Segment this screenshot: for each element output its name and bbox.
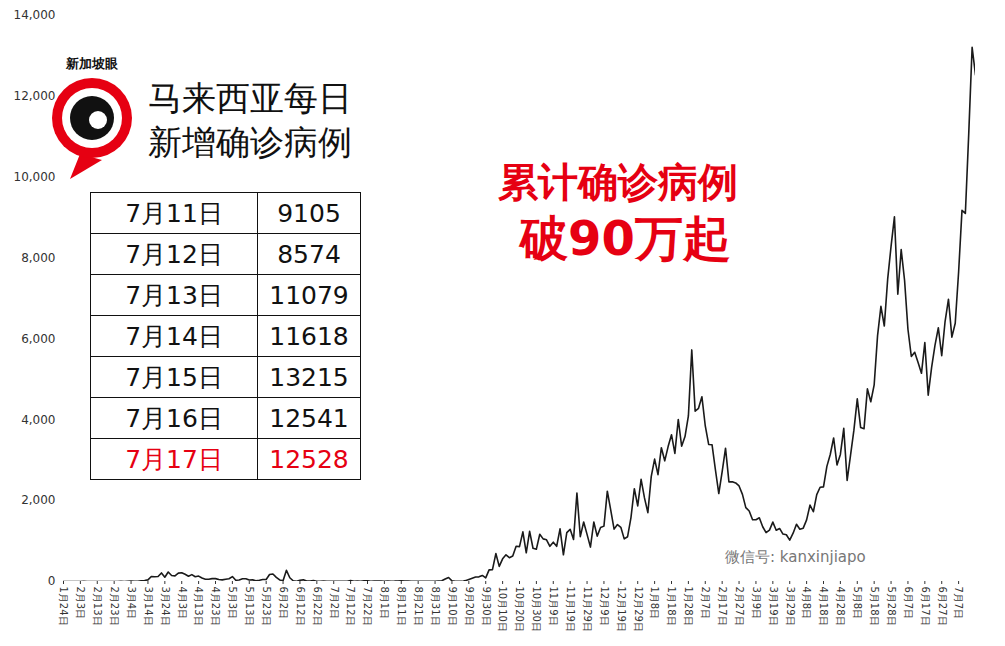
html-text:12541: 12541 — [269, 403, 349, 433]
html-text:11079: 11079 — [269, 280, 349, 310]
svg-text:2,000: 2,000 — [21, 493, 55, 507]
svg-text:4月13日: 4月13日 — [193, 587, 204, 626]
svg-text:3月14日: 3月14日 — [143, 587, 154, 626]
html-text:7月11日: 7月11日 — [125, 198, 223, 228]
svg-text:1月18日: 1月18日 — [666, 587, 677, 626]
svg-text:5月13日: 5月13日 — [244, 587, 255, 626]
svg-text:12月29日: 12月29日 — [633, 587, 644, 632]
svg-text:3月19日: 3月19日 — [768, 587, 779, 626]
svg-text:4月28日: 4月28日 — [835, 587, 846, 626]
svg-text:8,000: 8,000 — [21, 251, 55, 265]
svg-text:新加坡眼: 新加坡眼 — [65, 56, 119, 71]
svg-text:3月24日: 3月24日 — [160, 587, 171, 626]
svg-text:10,000: 10,000 — [14, 170, 56, 184]
svg-text:4月18日: 4月18日 — [818, 587, 829, 626]
svg-text:4月3日: 4月3日 — [177, 587, 188, 620]
html-text:11618: 11618 — [269, 321, 349, 351]
svg-text:4月8日: 4月8日 — [801, 587, 812, 620]
svg-text:7月12日: 7月12日 — [345, 587, 356, 626]
svg-text:3月29日: 3月29日 — [785, 587, 796, 626]
svg-text:2月27日: 2月27日 — [734, 587, 745, 626]
svg-text:8月21日: 8月21日 — [413, 587, 424, 626]
svg-text:2月7日: 2月7日 — [700, 587, 711, 620]
svg-text:9月30日: 9月30日 — [481, 587, 492, 626]
svg-text:11月9日: 11月9日 — [548, 587, 559, 626]
svg-text:8月11日: 8月11日 — [396, 587, 407, 626]
html-text:7月15日: 7月15日 — [125, 362, 223, 392]
svg-text:9月10日: 9月10日 — [447, 587, 458, 626]
svg-text:10月20日: 10月20日 — [514, 587, 525, 632]
svg-text:6月22日: 6月22日 — [312, 587, 323, 626]
html-text:8574: 8574 — [277, 239, 341, 269]
html-text:7月14日: 7月14日 — [125, 321, 223, 351]
svg-text:5月18日: 5月18日 — [869, 587, 880, 626]
svg-text:3月4日: 3月4日 — [126, 587, 137, 620]
html-text:7月17日: 7月17日 — [125, 444, 223, 474]
svg-text:6月12日: 6月12日 — [295, 587, 306, 626]
svg-text:10月10日: 10月10日 — [497, 587, 508, 632]
svg-text:7月22日: 7月22日 — [362, 587, 373, 626]
svg-text:5月23日: 5月23日 — [261, 587, 272, 626]
svg-text:4,000: 4,000 — [21, 413, 55, 427]
svg-text:5月28日: 5月28日 — [886, 587, 897, 626]
svg-text:2月17日: 2月17日 — [717, 587, 728, 626]
svg-text:5月3日: 5月3日 — [227, 587, 238, 620]
svg-text:12月19日: 12月19日 — [616, 587, 627, 632]
svg-text:9月20日: 9月20日 — [464, 587, 475, 626]
svg-text:7月7日: 7月7日 — [953, 587, 964, 620]
html-text:累计确诊病例: 累计确诊病例 — [498, 159, 738, 205]
svg-text:5月8日: 5月8日 — [852, 587, 863, 620]
svg-text:14,000: 14,000 — [14, 8, 56, 22]
svg-text:2月13日: 2月13日 — [92, 587, 103, 626]
svg-text:1月28日: 1月28日 — [683, 587, 694, 626]
svg-text:6月7日: 6月7日 — [903, 587, 914, 620]
html-text:12528: 12528 — [269, 444, 349, 474]
svg-text:11月19日: 11月19日 — [565, 587, 576, 632]
svg-text:12,000: 12,000 — [14, 89, 56, 103]
svg-text:3月9日: 3月9日 — [751, 587, 762, 620]
svg-text:6月27日: 6月27日 — [937, 587, 948, 626]
svg-text:0: 0 — [48, 574, 56, 588]
svg-text:6月2日: 6月2日 — [278, 587, 289, 620]
svg-text:11月29日: 11月29日 — [582, 587, 593, 632]
html-text:9105: 9105 — [277, 198, 341, 228]
svg-text:6,000: 6,000 — [21, 332, 55, 346]
svg-text:2月3日: 2月3日 — [75, 587, 86, 620]
html-text:破90万起: 破90万起 — [520, 210, 731, 266]
html-text:7月16日: 7月16日 — [125, 403, 223, 433]
svg-text:7月2日: 7月2日 — [329, 587, 340, 620]
html-text:微信号: kanxinjiapo: 微信号: kanxinjiapo — [725, 548, 866, 566]
svg-text:12月9日: 12月9日 — [599, 587, 610, 626]
html-text:马来西亚每日新增确诊病例: 马来西亚每日新增确诊病例 — [148, 78, 352, 162]
html-text:13215: 13215 — [269, 362, 349, 392]
svg-text:6月17日: 6月17日 — [920, 587, 931, 626]
svg-text:1月8日: 1月8日 — [649, 587, 660, 620]
html-text:7月13日: 7月13日 — [125, 280, 223, 310]
svg-text:4月23日: 4月23日 — [210, 587, 221, 626]
svg-text:10月30日: 10月30日 — [531, 587, 542, 632]
html-text:7月12日: 7月12日 — [125, 239, 223, 269]
svg-text:2月23日: 2月23日 — [109, 587, 120, 626]
svg-text:1月24日: 1月24日 — [58, 587, 69, 626]
svg-text:8月1日: 8月1日 — [379, 587, 390, 620]
svg-text:8月31日: 8月31日 — [430, 587, 441, 626]
